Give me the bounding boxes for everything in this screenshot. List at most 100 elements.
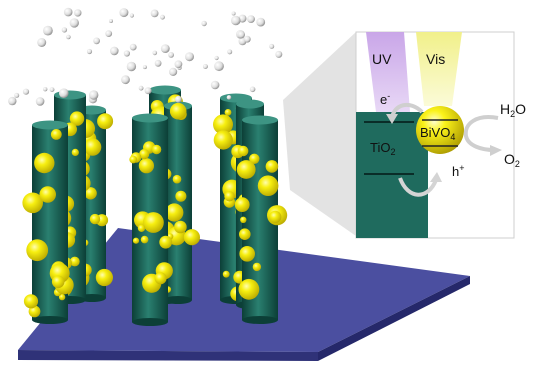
bivo4-particle — [26, 239, 49, 262]
water-droplet — [121, 75, 130, 85]
bivo4-particle — [213, 130, 233, 150]
vis-label: Vis — [426, 51, 445, 67]
water-droplet — [8, 96, 17, 106]
bivo4-particle — [236, 160, 256, 179]
water-droplet — [152, 50, 158, 56]
tio2-label: TiO2 — [370, 140, 395, 157]
water-droplet — [150, 9, 159, 18]
water-droplet — [110, 46, 119, 56]
water-droplet — [109, 19, 113, 23]
water-droplet — [168, 52, 175, 58]
water-droplet — [129, 43, 137, 51]
water-droplet — [160, 14, 165, 20]
bivo4-particle — [224, 191, 235, 202]
nanorod-top — [132, 113, 168, 123]
water-droplet — [214, 55, 219, 61]
water-label: H2O — [500, 101, 526, 119]
bivo4-particle — [269, 210, 282, 224]
bivo4-particle — [140, 235, 149, 244]
bivo4-particle — [213, 114, 233, 135]
water-droplet — [119, 8, 129, 18]
nanorod-top — [236, 99, 264, 109]
water-droplet — [202, 64, 208, 69]
bivo4-particle — [159, 235, 173, 249]
water-droplet — [175, 95, 182, 103]
bivo4-particle — [139, 149, 150, 160]
bivo4-particle — [89, 213, 101, 225]
water-droplet — [14, 92, 20, 98]
water-droplet — [174, 60, 183, 69]
hole-transfer-arrow — [398, 177, 438, 197]
water-droplet — [37, 38, 47, 47]
bivo4-particle — [28, 305, 41, 318]
water-droplet — [49, 87, 55, 92]
bivo4-particle — [249, 153, 260, 164]
water-droplet — [144, 87, 152, 95]
water-droplet — [210, 80, 220, 90]
water-droplet — [227, 49, 233, 55]
bivo4-particle — [50, 129, 62, 140]
uv-beam — [366, 32, 410, 112]
bivo4-particle — [39, 186, 56, 203]
uv-label: UV — [372, 51, 392, 67]
bivo4-particle — [137, 224, 146, 232]
bivo4-particle — [169, 102, 187, 120]
water-droplet — [154, 59, 162, 67]
nanorod-base — [242, 316, 278, 324]
bivo4-particle — [69, 111, 85, 126]
water-droplet — [123, 50, 130, 57]
nanorod-base — [132, 318, 168, 326]
water-droplet — [59, 88, 69, 98]
water-droplet — [43, 25, 53, 36]
bivo4-particle — [265, 160, 279, 173]
water-droplet — [214, 61, 224, 72]
bivo4-particle — [165, 203, 184, 222]
nanorod — [234, 115, 288, 324]
bivo4-particle — [138, 158, 154, 174]
bivo4-particle — [252, 262, 262, 272]
bivo4-particle — [224, 109, 232, 116]
nanorod — [22, 120, 74, 324]
nanorod-base — [32, 316, 68, 324]
water-droplet — [43, 87, 48, 92]
bivo4-particle — [51, 275, 65, 289]
water-droplet — [69, 18, 80, 28]
electron-label: e- — [380, 91, 390, 107]
bivo4-particle — [240, 216, 247, 223]
bivo4-sphere — [416, 106, 464, 154]
water-droplet — [74, 9, 82, 17]
nanorod-base — [164, 296, 192, 304]
nanorod-top — [32, 120, 68, 130]
bivo4-label: BiVO4 — [420, 125, 455, 142]
bivo4-particle — [83, 138, 102, 156]
oxidation-arrowhead — [490, 145, 502, 156]
nanorod-array — [22, 85, 288, 326]
bivo4-particle — [95, 268, 113, 287]
hole-arrowhead — [430, 172, 442, 182]
water-droplet — [126, 61, 137, 72]
water-droplet — [138, 85, 144, 91]
water-droplet — [237, 30, 245, 39]
bivo4-particle — [174, 220, 187, 234]
water-droplet — [243, 35, 251, 43]
water-droplet — [129, 13, 134, 18]
water-droplet — [105, 30, 113, 37]
nanorod-top — [149, 85, 181, 95]
bivo4-particle — [239, 246, 255, 262]
nanorod — [129, 113, 173, 326]
bivo4-particle — [175, 190, 187, 202]
water-droplet — [61, 27, 68, 33]
bivo4-particle — [154, 272, 167, 285]
bivo4-particle — [222, 270, 230, 278]
water-droplet — [160, 44, 170, 53]
bivo4-particle — [34, 152, 55, 174]
inset-panel: UV Vis e- TiO2 BiVO4 h+ H2O O2 — [355, 31, 526, 239]
electron-arrowhead — [386, 114, 398, 124]
bivo4-particle — [23, 294, 39, 309]
bivo4-particle — [132, 237, 140, 244]
water-droplet — [256, 17, 266, 27]
water-droplet — [275, 50, 283, 58]
water-droplet — [185, 52, 194, 62]
water-droplet — [93, 37, 100, 45]
